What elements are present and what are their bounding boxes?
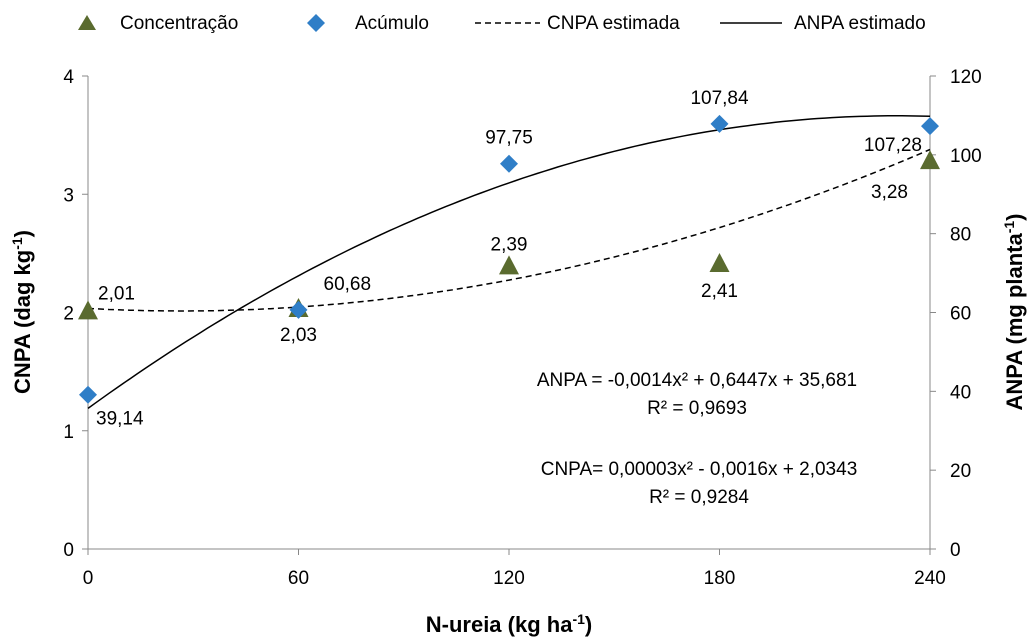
legend-label-acumulo: Acúmulo bbox=[355, 13, 429, 34]
y-right-tick-label: 20 bbox=[950, 461, 971, 482]
y-right-tick-label: 0 bbox=[950, 540, 961, 561]
acumulo-point bbox=[921, 117, 939, 136]
acumulo-point bbox=[710, 114, 729, 133]
concentracao-point bbox=[499, 255, 519, 275]
y-left-tick-label: 0 bbox=[63, 540, 74, 561]
anpa-r-squared: R² = 0,9693 bbox=[647, 398, 747, 419]
legend-label-cnpa-estimada: CNPA estimada bbox=[547, 13, 680, 34]
y-left-axis-title: CNPA (dag kg-1) bbox=[9, 230, 35, 394]
acumulo-point bbox=[79, 385, 97, 404]
y-left-tick-label: 2 bbox=[63, 304, 74, 325]
concentracao-data-label: 2,01 bbox=[98, 283, 135, 304]
y-left-tick-label: 1 bbox=[63, 422, 74, 443]
acumulo-data-label: 39,14 bbox=[96, 409, 144, 430]
acumulo-data-label: 107,84 bbox=[690, 88, 749, 109]
concentracao-point bbox=[920, 150, 940, 170]
concentracao-data-label: 2,39 bbox=[491, 234, 528, 255]
cnpa-fit-curve bbox=[87, 148, 931, 312]
concentracao-point bbox=[709, 253, 730, 273]
y-right-tick-label: 100 bbox=[950, 146, 982, 167]
legend-label-concentracao: Concentração bbox=[120, 13, 238, 34]
concentracao-data-label: 2,03 bbox=[280, 325, 317, 346]
anpa-fit-curve bbox=[87, 115, 931, 410]
equations: ANPA = -0,0014x² + 0,6447x + 35,681 R² =… bbox=[537, 370, 857, 508]
legend-diamond-marker bbox=[307, 14, 325, 32]
concentracao-point bbox=[78, 300, 98, 320]
x-axis-title: N-ureia (kg ha-1) bbox=[426, 611, 592, 637]
legend-triangle-marker bbox=[78, 15, 96, 30]
y-left-tick-label: 4 bbox=[63, 67, 74, 88]
y-right-tick-label: 80 bbox=[950, 225, 971, 246]
acumulo-data-label: 97,75 bbox=[485, 128, 533, 149]
x-tick-label: 0 bbox=[83, 568, 94, 589]
x-tick-label: 120 bbox=[493, 568, 525, 589]
x-tick-label: 240 bbox=[914, 568, 946, 589]
cnpa-r-squared: R² = 0,9284 bbox=[649, 487, 749, 508]
acumulo-data-label: 107,28 bbox=[864, 135, 922, 156]
x-tick-label: 180 bbox=[704, 568, 736, 589]
data-points bbox=[78, 114, 940, 404]
y-right-axis-title: ANPA (mg planta-1) bbox=[1001, 213, 1027, 410]
y-right-tick-label: 40 bbox=[950, 382, 971, 403]
legend-label-anpa-estimado: ANPA estimado bbox=[794, 13, 926, 34]
anpa-equation: ANPA = -0,0014x² + 0,6447x + 35,681 bbox=[537, 370, 857, 391]
acumulo-data-label: 60,68 bbox=[324, 274, 372, 295]
acumulo-point bbox=[289, 300, 308, 319]
y-right-tick-label: 60 bbox=[950, 304, 971, 325]
legend: Concentração Acúmulo CNPA estimada ANPA … bbox=[78, 13, 926, 34]
y-left-tick-label: 3 bbox=[63, 185, 74, 206]
data-labels: 2,01 2,03 2,39 2,41 3,28 39,14 60,68 97,75 107,8… bbox=[96, 88, 922, 430]
x-tick-label: 60 bbox=[288, 568, 309, 589]
acumulo-point bbox=[500, 154, 518, 173]
cnpa-equation: CNPA= 0,00003x² - 0,0016x + 2,0343 bbox=[541, 459, 858, 480]
concentracao-data-label: 2,41 bbox=[701, 281, 738, 302]
y-right-tick-label: 120 bbox=[950, 67, 982, 88]
concentracao-data-label: 3,28 bbox=[871, 182, 908, 203]
